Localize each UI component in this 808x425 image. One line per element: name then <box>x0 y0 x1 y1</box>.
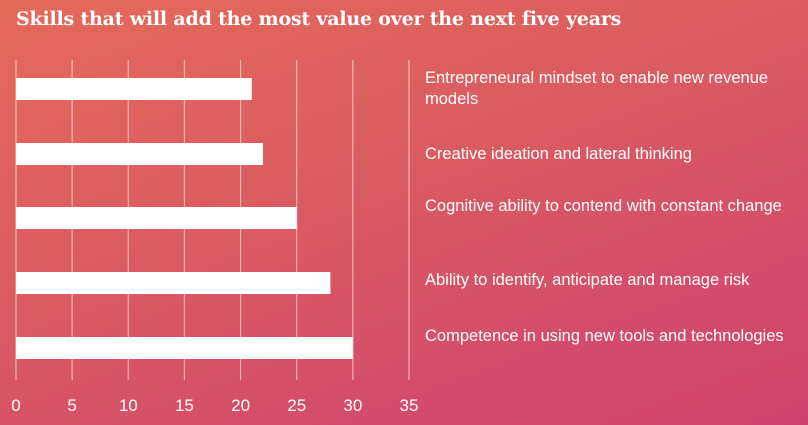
x-tick-label: 30 <box>343 396 362 415</box>
x-tick-label: 15 <box>175 396 194 415</box>
chart-title: Skills that will add the most value over… <box>16 8 622 30</box>
x-tick-label: 10 <box>119 396 138 415</box>
bar <box>16 143 264 165</box>
x-tick-label: 25 <box>287 396 306 415</box>
x-tick-label: 20 <box>231 396 250 415</box>
x-tick-label: 35 <box>400 396 419 415</box>
category-label: Creative ideation and lateral thinking <box>425 145 692 163</box>
bar <box>16 337 353 359</box>
category-label: Ability to identify, anticipate and mana… <box>425 271 750 289</box>
bar <box>16 272 331 294</box>
x-tick-label: 0 <box>11 396 20 415</box>
category-label: Competence in using new tools and techno… <box>425 327 784 345</box>
category-label: Entrepreneural mindset to enable new rev… <box>425 69 769 108</box>
bar <box>16 207 297 229</box>
category-label: Cognitive ability to contend with consta… <box>425 197 782 215</box>
x-tick-label: 5 <box>67 396 76 415</box>
bar <box>16 78 252 100</box>
